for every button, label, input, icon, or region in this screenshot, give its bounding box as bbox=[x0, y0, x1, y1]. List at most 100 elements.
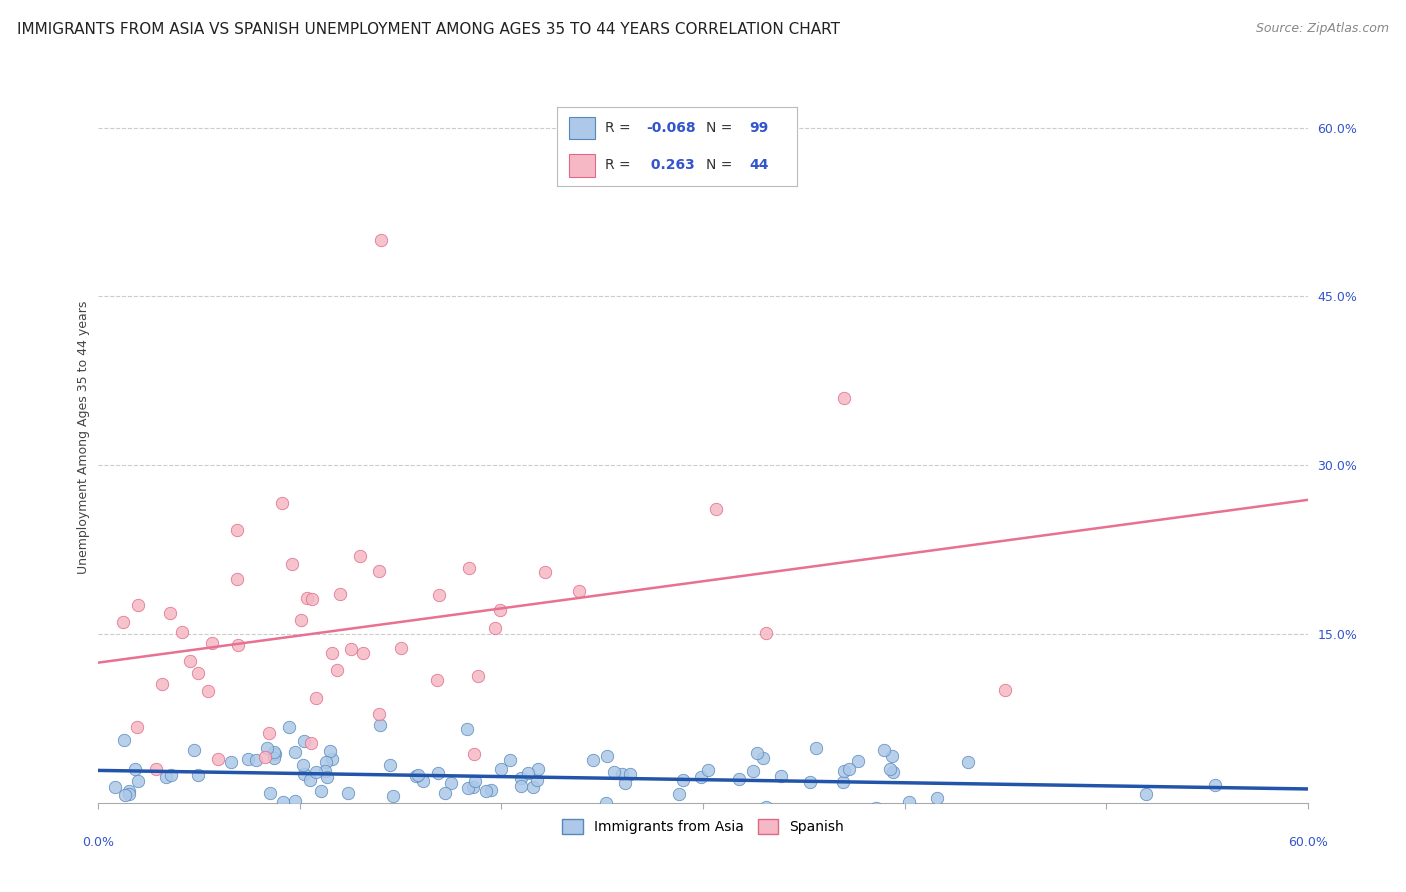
Text: 44: 44 bbox=[749, 159, 769, 172]
Point bbox=[301, 591, 323, 606]
Point bbox=[517, 765, 540, 780]
Point bbox=[882, 748, 904, 763]
Point bbox=[339, 641, 361, 656]
Point bbox=[728, 772, 751, 786]
Point bbox=[734, 808, 756, 822]
Point bbox=[271, 495, 294, 509]
Point bbox=[458, 561, 481, 575]
Point bbox=[804, 741, 827, 756]
Point bbox=[292, 758, 315, 772]
Point bbox=[309, 783, 332, 797]
Text: N =: N = bbox=[706, 120, 737, 135]
Point bbox=[145, 762, 167, 776]
Point bbox=[832, 764, 855, 779]
Point bbox=[897, 795, 920, 809]
Point bbox=[527, 762, 550, 776]
Point bbox=[225, 523, 247, 537]
Point bbox=[920, 814, 942, 829]
Point bbox=[112, 818, 135, 832]
Point bbox=[172, 625, 194, 640]
Text: N =: N = bbox=[706, 159, 737, 172]
Point bbox=[124, 762, 146, 776]
Point bbox=[315, 755, 337, 769]
Point bbox=[326, 663, 349, 677]
Point bbox=[412, 773, 434, 788]
Point bbox=[127, 599, 149, 613]
Point bbox=[114, 788, 136, 802]
Point bbox=[882, 765, 904, 780]
Point bbox=[294, 733, 316, 747]
Point bbox=[484, 621, 506, 635]
Point bbox=[865, 801, 887, 815]
Point bbox=[1135, 787, 1157, 801]
Point bbox=[127, 720, 149, 734]
Point bbox=[619, 766, 641, 780]
Point bbox=[742, 764, 765, 778]
Point bbox=[672, 773, 695, 788]
Point bbox=[368, 564, 391, 578]
Point bbox=[873, 742, 896, 756]
Point bbox=[655, 804, 678, 818]
Point bbox=[337, 786, 360, 800]
Point bbox=[832, 774, 855, 789]
Point bbox=[381, 789, 404, 804]
Text: 0.263: 0.263 bbox=[645, 159, 695, 172]
Point bbox=[522, 780, 544, 795]
FancyBboxPatch shape bbox=[569, 154, 596, 177]
Point bbox=[329, 587, 352, 601]
Point bbox=[290, 613, 312, 627]
Point bbox=[745, 746, 768, 760]
Point bbox=[440, 776, 463, 790]
Point bbox=[467, 669, 489, 683]
Point bbox=[271, 795, 294, 809]
Point bbox=[160, 768, 183, 782]
Point bbox=[785, 817, 807, 831]
Point bbox=[183, 743, 205, 757]
Y-axis label: Unemployment Among Ages 35 to 44 years: Unemployment Among Ages 35 to 44 years bbox=[77, 301, 90, 574]
Point bbox=[299, 736, 322, 750]
Point bbox=[456, 722, 478, 736]
Point bbox=[280, 557, 302, 571]
Point bbox=[118, 788, 141, 802]
Point bbox=[799, 775, 821, 789]
Point bbox=[159, 607, 181, 621]
Point bbox=[697, 763, 720, 777]
Legend: Immigrants from Asia, Spanish: Immigrants from Asia, Spanish bbox=[557, 814, 849, 839]
Point bbox=[127, 774, 149, 789]
Point bbox=[349, 549, 371, 563]
Point bbox=[256, 741, 278, 756]
Point bbox=[263, 751, 285, 765]
Point bbox=[245, 753, 267, 767]
Point bbox=[118, 784, 141, 798]
Point bbox=[690, 770, 713, 784]
Point bbox=[297, 591, 319, 606]
Point bbox=[368, 717, 391, 731]
Point bbox=[321, 752, 343, 766]
Point bbox=[752, 750, 775, 764]
Point bbox=[463, 780, 485, 794]
Point bbox=[509, 771, 531, 785]
Point bbox=[236, 752, 259, 766]
Point bbox=[112, 615, 135, 629]
Point bbox=[150, 677, 173, 691]
Point bbox=[839, 807, 862, 822]
Point bbox=[427, 588, 450, 602]
Point bbox=[314, 764, 336, 778]
Point bbox=[321, 646, 343, 660]
Point bbox=[259, 786, 281, 800]
Point bbox=[464, 773, 486, 788]
Point bbox=[838, 762, 860, 776]
Point bbox=[668, 787, 690, 801]
Point bbox=[263, 747, 285, 761]
Point bbox=[595, 796, 617, 810]
Point bbox=[305, 765, 328, 780]
Point bbox=[316, 770, 339, 784]
Point bbox=[368, 706, 391, 721]
Point bbox=[426, 673, 449, 688]
Point bbox=[475, 784, 498, 798]
Point bbox=[1204, 778, 1226, 792]
Point bbox=[846, 754, 869, 768]
Point bbox=[270, 805, 292, 820]
Text: 60.0%: 60.0% bbox=[1288, 836, 1327, 848]
Point bbox=[994, 683, 1017, 698]
